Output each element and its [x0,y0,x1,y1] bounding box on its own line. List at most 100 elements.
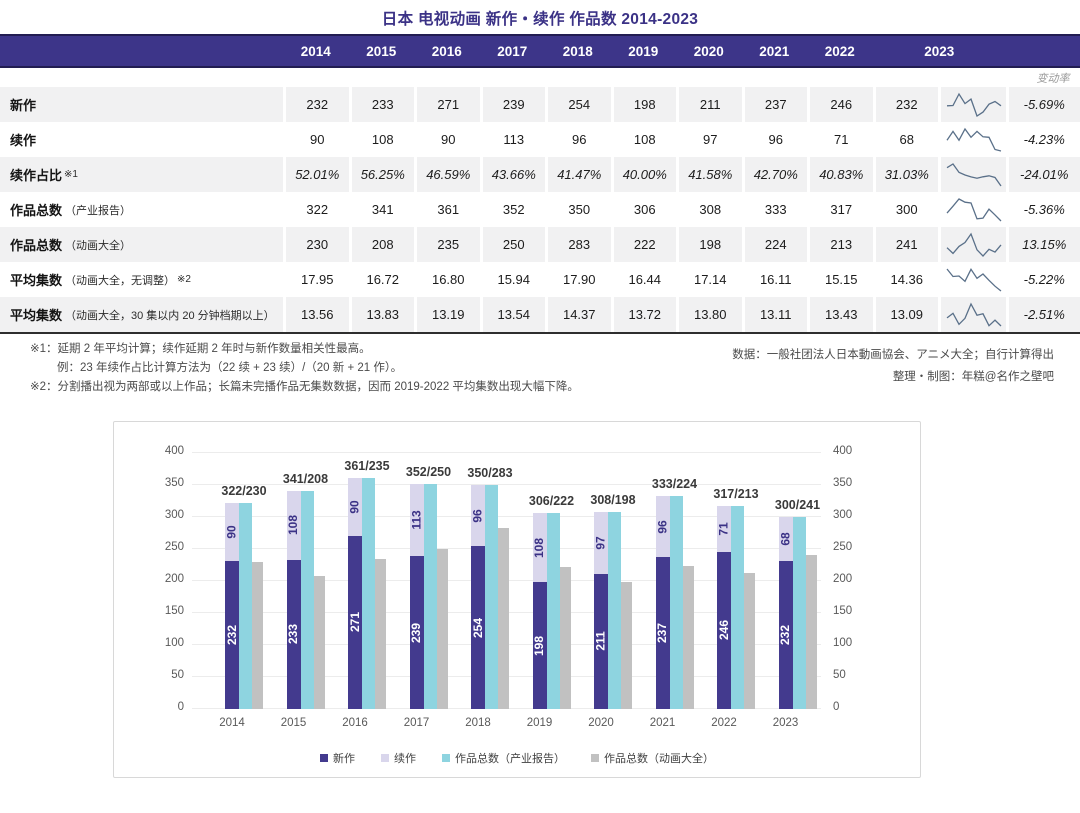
bar-new-label-text: 211 [594,631,609,652]
change-rate-value: -2.51% [1023,307,1065,322]
change-rate-cell: 13.15% [1006,227,1080,262]
bar-sequel-label-2015: 108 [287,491,301,560]
y-axis-label-right-50: 50 [833,669,846,681]
row-label-main: 新作 [10,98,37,113]
bar-top-label-2015: 341/208 [282,471,329,486]
gridline-350 [192,484,821,485]
value-cell-2021: 13.11 [741,297,807,332]
y-axis-label-left-150: 150 [164,605,184,617]
bar-new-2019 [532,582,547,709]
bar-new-2016 [348,535,362,709]
bar-sequel-label-text: 71 [716,522,731,536]
legend-item: 续作 [381,750,416,766]
value-cell-2023: 31.03% [872,157,938,192]
year-header-2019: 2019 [628,43,659,59]
value-cell-2015: 13.83 [348,297,414,332]
value-cell-2014: 322 [283,192,349,227]
value-cell-2018: 283 [545,227,611,262]
bar-sequel-label-2021: 96 [655,496,670,557]
cell-value: 13.54 [497,307,531,322]
bar-sequel-label-2017: 113 [410,484,424,556]
cell-value: 13.11 [759,307,792,322]
bar-new-label-2023: 232 [779,561,793,709]
cell-value: 16.44 [628,272,662,287]
value-cell-2018: 96 [545,122,611,157]
change-rate-cell: -5.36% [1006,192,1080,227]
y-axis-label-left-300: 300 [164,509,184,521]
cell-value: 300 [895,202,918,217]
y-axis-label-right-200: 200 [833,573,853,585]
value-cell-2015: 341 [348,192,415,227]
bar-sequel-label-2018: 96 [471,485,485,546]
row-label-paren: （动画大全，30 集以内 20 分钟档期以上） [65,309,275,322]
value-cell-2022: 246 [807,87,873,122]
cell-value: 52.01% [295,167,340,182]
legend-label: 新作 [333,753,355,765]
x-axis-label-2015: 2015 [280,717,307,729]
x-axis-label-2020: 2020 [588,717,614,729]
cell-value: 306 [633,202,656,217]
bar-sequel-2021 [655,495,670,558]
cell-value: 108 [371,132,394,147]
bar-sequel-label-2014: 90 [225,503,239,561]
bar-new-label-text: 239 [409,622,424,643]
value-cell-2015: 56.25% [348,157,414,192]
bar-new-2014 [225,560,239,709]
bar-sequel-2022 [717,506,731,552]
bar-sequel-label-text: 90 [347,500,362,514]
cell-value: 211 [699,97,721,112]
bar-sequel-label-text: 108 [286,515,301,536]
page-title: 日本 电视动画 新作・续作 作品数 2014-2023 [381,11,699,28]
bar-new-label-2016: 271 [348,536,362,709]
value-cell-2022: 71 [807,122,873,157]
cell-value: 352 [502,202,525,217]
cell-value: 198 [633,97,656,112]
bar-sequel-2018 [471,485,485,547]
value-cell-2017: 113 [479,122,546,157]
cell-value: 361 [437,202,460,217]
bar-industry-2022 [731,506,744,709]
bar-sequel-label-text: 108 [532,537,547,558]
y-axis-label-left-350: 350 [164,477,184,489]
value-cell-2019: 108 [610,122,677,157]
value-cell-2021: 16.11 [741,262,808,297]
bar-industry-2019 [546,513,560,709]
change-rate-value: 13.15% [1022,237,1067,252]
x-axis-label-2021: 2021 [649,717,676,729]
gridline-400 [192,452,821,453]
cell-value: 13.43 [824,307,858,322]
bar-top-label-2021: 333/224 [651,476,698,491]
cell-value: 96 [572,132,587,147]
cell-value: 17.90 [562,272,596,287]
bar-new-2015 [286,559,301,709]
cell-value: 239 [502,97,525,112]
footnote-1: ※1：延期 2 年平均计算；续作延期 2 年时与新作数量相关性最高。 [30,343,371,355]
row-label: 作品总数 （产业报告） [0,192,283,227]
y-axis-label-right-0: 0 [833,701,840,713]
value-cell-2022: 317 [807,192,873,227]
table-row: 平均集数 （动画大全，无调整） ※2 17.95 16.72 16.80 15.94 17.9… [0,262,1080,297]
plot-area: 232 90 322/230 2014 233 108 341/208 2015 271 90 36… [192,452,821,729]
bar-sequel-2017 [409,483,424,557]
bar-sequel-label-text: 97 [593,536,608,550]
bar-sequel-2020 [594,511,608,574]
cell-value: 317 [830,202,853,217]
value-cell-2021: 96 [741,122,808,157]
author-credit: 整理・制图：年糕@名作之壁吧 [892,371,1054,383]
bar-sequel-label-2020: 97 [594,512,608,574]
table-row: 作品总数 （动画大全） 230 208 235 250 283 222 198 224 213 241… [0,227,1080,262]
bar-sequel-2014 [225,502,239,561]
bar-industry-2020 [608,511,621,709]
value-cell-2022: 40.83% [807,157,873,192]
cell-value: 17.14 [693,272,727,287]
cell-value: 113 [503,132,525,147]
value-cell-2020: 97 [676,122,742,157]
y-axis-label-left-100: 100 [164,637,184,649]
value-cell-2016: 271 [414,87,480,122]
bar-industry-2014 [239,502,252,709]
trend-sparkline [938,122,1006,157]
bar-new-label-2022: 246 [717,552,731,709]
value-cell-2018: 350 [545,192,611,227]
row-label: 作品总数 （动画大全） [0,227,283,262]
